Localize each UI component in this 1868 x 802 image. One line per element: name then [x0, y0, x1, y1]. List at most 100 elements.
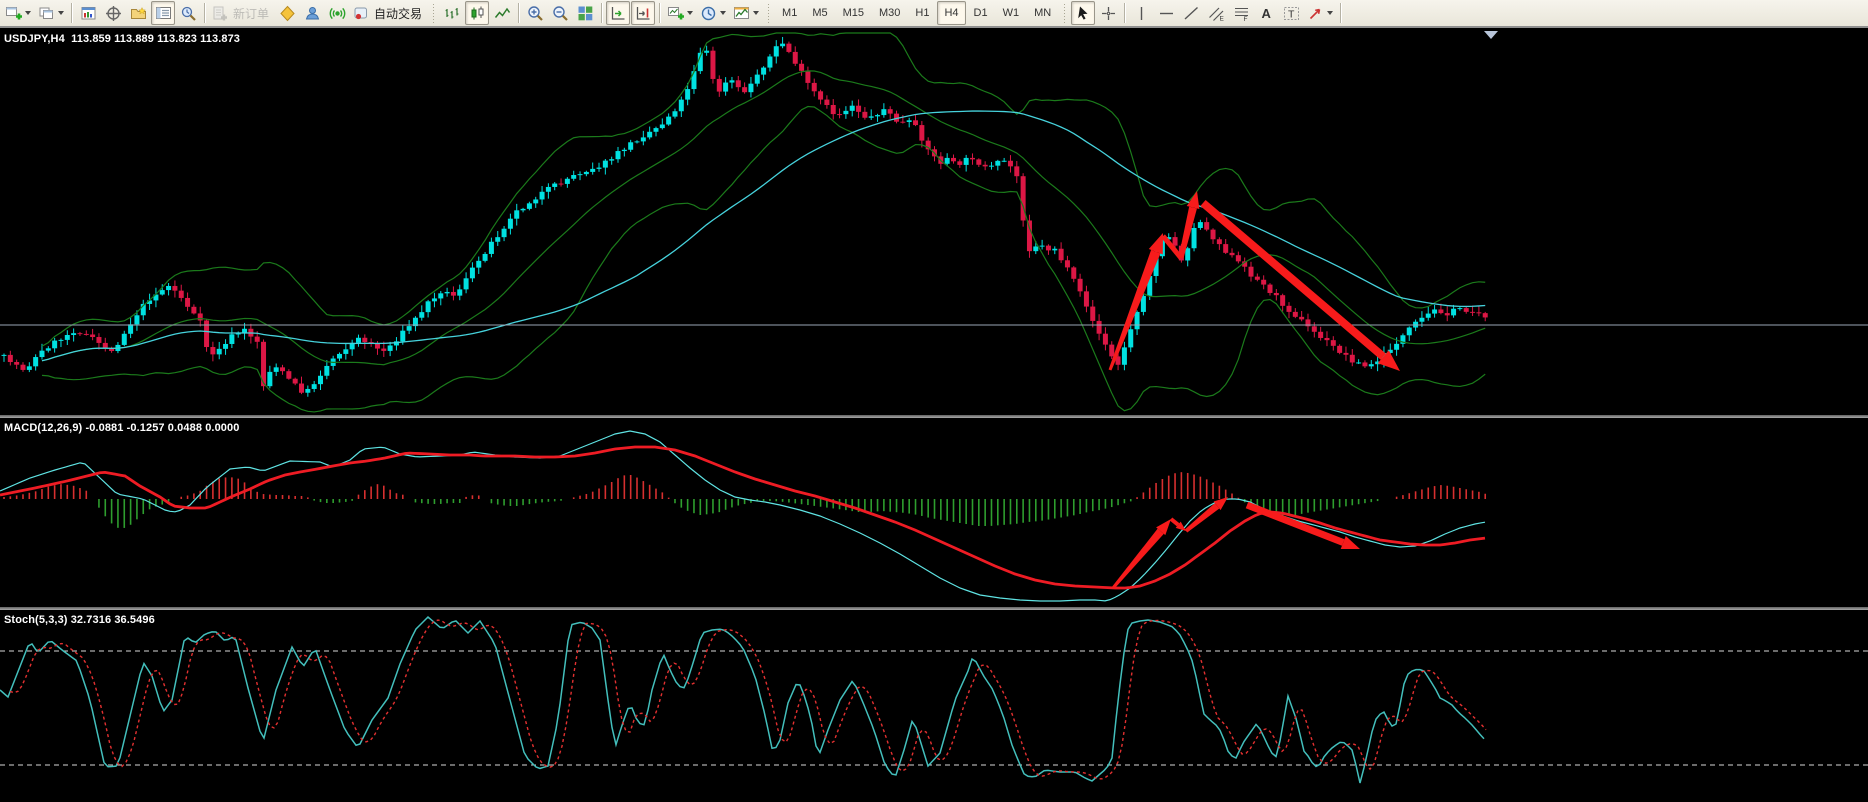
zoom-out-button[interactable] [548, 1, 572, 25]
annotation-arrow-shaft[interactable] [1245, 501, 1345, 546]
annotation-arrow-head[interactable] [1175, 521, 1186, 531]
community-button[interactable] [300, 1, 324, 25]
annotation-arrow-head[interactable] [1156, 519, 1171, 536]
panel-separator-2-light [0, 608, 1868, 610]
annotation-arrow-shaft[interactable] [1178, 206, 1197, 259]
data-window-button[interactable] [101, 1, 125, 25]
drawn-annotations[interactable] [1108, 191, 1400, 589]
profiles-button[interactable] [35, 1, 67, 25]
panel-separator-1-light [0, 416, 1868, 418]
chevron-down-icon[interactable] [58, 11, 64, 15]
toolbar-separator [71, 3, 72, 23]
arrows-button[interactable] [1304, 1, 1336, 25]
toolbar-separator [204, 3, 205, 23]
annotation-arrow-head[interactable] [1148, 233, 1163, 255]
terminal-button[interactable] [151, 1, 175, 25]
timeframe-m1-button[interactable]: M1 [775, 1, 804, 25]
macd-line [0, 430, 1486, 602]
autotrading-button[interactable]: 自动交易 [350, 1, 427, 25]
timeframe-d1-button-label: D1 [973, 7, 988, 19]
line-chart-button[interactable] [490, 1, 514, 25]
cursor-icon [1075, 5, 1092, 22]
annotation-arrow-head[interactable] [1340, 535, 1360, 549]
timeframe-h4-button[interactable]: H4 [937, 1, 966, 25]
hline-icon [1158, 5, 1175, 22]
autotrading-button-label: 自动交易 [374, 6, 423, 21]
panel-separator-1[interactable] [0, 415, 1868, 417]
strategy-tester-button[interactable] [176, 1, 200, 25]
template-icon [733, 5, 750, 22]
timeframe-w1-button[interactable]: W1 [996, 1, 1027, 25]
timeframe-d1-button[interactable]: D1 [967, 1, 995, 25]
annotation-arrow-shaft[interactable] [1184, 503, 1220, 533]
annotation-arrow-shaft[interactable] [1161, 234, 1183, 260]
chart-shift-marker[interactable] [1484, 31, 1498, 39]
annotation-arrow-shaft[interactable] [1108, 249, 1161, 371]
timeframe-mn-button[interactable]: MN [1027, 1, 1058, 25]
timeframe-m5-button[interactable]: M5 [805, 1, 834, 25]
crosshair-button[interactable] [1096, 1, 1120, 25]
editor-icon [279, 5, 296, 22]
metaeditor-button[interactable] [275, 1, 299, 25]
templates-button[interactable] [730, 1, 762, 25]
svg-text:E: E [1219, 15, 1224, 22]
annotation-arrow-head[interactable] [1377, 350, 1400, 371]
zoom-in-button[interactable] [523, 1, 547, 25]
tile-windows-button[interactable] [573, 1, 597, 25]
periods-icon [700, 5, 717, 22]
annotation-arrow-shaft[interactable] [1111, 528, 1164, 589]
annotation-arrow-head[interactable] [1213, 497, 1228, 511]
annotation-arrow-shaft[interactable] [1200, 199, 1386, 360]
toolbar-drag-handle[interactable] [431, 2, 437, 24]
navigator-button[interactable] [126, 1, 150, 25]
candlestick-chart-button[interactable] [465, 1, 490, 25]
macd-label: MACD(12,26,9) -0.0881 -0.1257 0.0488 0.0… [4, 422, 240, 434]
bollinger-lower-band [41, 105, 1486, 413]
trend-icon [1183, 5, 1200, 22]
chevron-down-icon[interactable] [753, 11, 760, 15]
annotation-arrow-shaft[interactable] [1169, 517, 1180, 527]
toolbar-drag-handle[interactable] [766, 2, 772, 24]
panel-separator-2[interactable] [0, 607, 1868, 609]
vertical-line-button[interactable] [1129, 1, 1153, 25]
signals-button[interactable] [325, 1, 349, 25]
bar-chart-button[interactable] [440, 1, 464, 25]
zoom-out-icon [552, 5, 569, 22]
fibo-icon: F [1233, 5, 1250, 22]
text-button[interactable]: A [1254, 1, 1278, 25]
autotrade-icon [353, 5, 370, 22]
svg-text:A: A [1261, 6, 1271, 21]
chart-shift-button[interactable] [631, 1, 656, 25]
equidistant-channel-button[interactable]: E [1204, 1, 1228, 25]
chevron-down-icon[interactable] [720, 11, 727, 15]
new-chart-icon [5, 5, 22, 22]
indicators-button[interactable] [664, 1, 696, 25]
new-chart-button[interactable] [2, 1, 34, 25]
fibonacci-button[interactable]: F [1229, 1, 1253, 25]
bars-icon [444, 5, 461, 22]
horizontal-line-button[interactable] [1154, 1, 1178, 25]
timeframe-m30-button[interactable]: M30 [872, 1, 907, 25]
market-watch-icon [80, 5, 97, 22]
chevron-down-icon[interactable] [687, 11, 694, 15]
timeframe-h1-button[interactable]: H1 [908, 1, 936, 25]
trendline-button[interactable] [1179, 1, 1203, 25]
chevron-down-icon[interactable] [25, 11, 31, 15]
new-order-button-label: 新订单 [233, 6, 270, 21]
cursor-button[interactable] [1071, 1, 1096, 25]
timeframe-m15-button[interactable]: M15 [836, 1, 871, 25]
periods-button[interactable] [697, 1, 729, 25]
text-label-button[interactable]: T [1279, 1, 1303, 25]
profiles-icon [38, 5, 55, 22]
autoscroll-icon [610, 5, 627, 22]
chevron-down-icon[interactable] [1327, 11, 1334, 15]
toolbar-drag-handle[interactable] [1062, 2, 1068, 24]
toolbar-separator [1124, 3, 1126, 23]
tester-icon [180, 5, 197, 22]
timeframe-h4-button-label: H4 [944, 7, 959, 19]
toolbar-separator [1340, 3, 1342, 23]
annotation-arrow-head[interactable] [1186, 191, 1200, 210]
auto-scroll-button[interactable] [606, 1, 631, 25]
market-watch-button[interactable] [76, 1, 100, 25]
